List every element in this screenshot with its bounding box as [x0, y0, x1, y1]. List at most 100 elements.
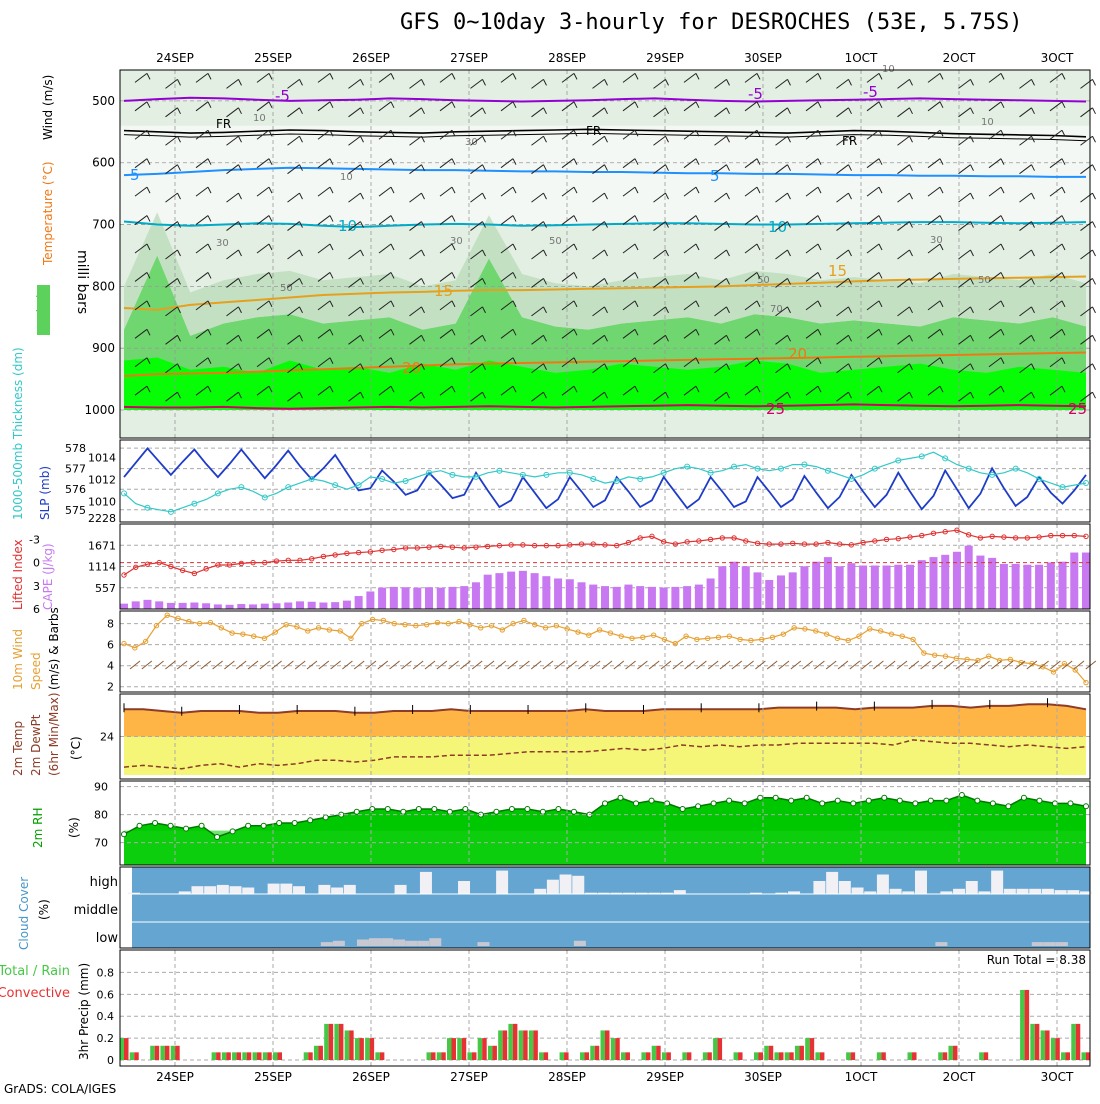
wind-barb-flag: [177, 335, 181, 342]
wind-barb-flag: [726, 306, 730, 314]
wind-barb-flag: [268, 73, 273, 80]
wind-barb-flag: [1031, 221, 1035, 228]
wind-barb: [958, 363, 971, 374]
wind-barb-flag: [970, 136, 974, 143]
wind-barb-flag: [909, 363, 913, 370]
wind-barb-flag: [665, 221, 669, 228]
wind-barb-flag: [604, 391, 608, 399]
cloud-high-bar: [953, 888, 966, 894]
wind-barb: [622, 243, 636, 254]
wind-barb-flag: [421, 221, 425, 228]
wind-barb-flag: [512, 130, 517, 137]
precip-total-bar: [641, 1052, 646, 1060]
cloud-high-bar: [216, 884, 229, 894]
wind-barb: [1019, 278, 1032, 288]
precip-axis-label: 3hr Precip (mm): [77, 963, 91, 1060]
wind-barb-flag: [207, 101, 212, 109]
wind-barb: [226, 135, 239, 146]
wind-barb-flag: [543, 278, 547, 285]
lifted-index-point: [484, 543, 491, 550]
wind-barb-flag: [329, 158, 334, 165]
cape-bar: [952, 551, 961, 609]
wind-barb-flag: [573, 101, 578, 109]
wind-speed-point: [402, 621, 408, 628]
wind-barb-flag: [695, 272, 700, 279]
wind-barb: [165, 221, 178, 231]
surface-wind-barb: [342, 660, 353, 670]
wind-barb: [744, 272, 758, 282]
wind-speed-point: [575, 629, 581, 635]
wind-speed-point: [1050, 669, 1057, 675]
lifted-index-point: [930, 530, 937, 536]
cloud-low-bar: [935, 942, 948, 946]
precip-total-bar: [313, 1045, 319, 1060]
wind-barb-flag: [390, 385, 395, 393]
cape-bar: [213, 604, 222, 609]
wind-barb-flag: [543, 79, 547, 86]
isotherm-10: [123, 220, 1087, 229]
wind-barb: [592, 107, 605, 118]
wind-barb-flag: [451, 215, 456, 222]
wind-barb-flag: [512, 215, 517, 222]
lifted-index-point: [1036, 534, 1042, 540]
lifted-index-point: [285, 557, 291, 564]
wind-barb-flag: [1031, 164, 1035, 171]
rh2m-point: [229, 828, 236, 835]
wind-barb-flag: [1031, 335, 1035, 342]
wind-barb-flag: [909, 221, 913, 228]
wind-barb: [683, 72, 697, 83]
lifted-index-point: [121, 572, 127, 578]
lifted-index-point: [825, 539, 831, 546]
wind-barb: [683, 385, 697, 396]
surface-wind-barb: [932, 660, 943, 670]
wind-barb: [866, 272, 880, 282]
temp-tick-label: 24: [100, 731, 114, 744]
wind-barb-flag: [299, 221, 303, 228]
wind-barb: [134, 72, 148, 83]
precip-convective-bar: [799, 1045, 804, 1060]
wind-barb-flag: [177, 107, 181, 115]
wind-barb: [561, 272, 575, 282]
wind-barb: [470, 334, 483, 345]
surface-wind-barb: [542, 660, 554, 670]
wind-barb-flag: [1031, 79, 1035, 86]
lifted-index-point: [977, 535, 984, 541]
wind-barb: [439, 186, 453, 197]
wind-barb-flag: [482, 164, 486, 171]
wind-speed-point: [207, 619, 214, 626]
wind-barb-flag: [268, 101, 273, 109]
wind-barb-flag: [909, 335, 913, 342]
surface-wind-barb: [212, 660, 223, 670]
surface-wind-barb: [743, 660, 754, 670]
wind-barb: [317, 72, 331, 83]
wind-speed-point: [877, 628, 884, 634]
lifted-index-point: [332, 552, 338, 558]
lifted-index-point: [907, 534, 913, 540]
wind-barb: [134, 385, 148, 396]
precip-total-bar: [1040, 1030, 1046, 1060]
wind-barb-flag: [1000, 272, 1005, 279]
precip-convective-bar: [881, 1052, 886, 1060]
precip-total-bar: [815, 1052, 820, 1060]
precip-total-bar: [487, 1045, 493, 1060]
wind-barb: [165, 192, 178, 203]
wind-barb: [1019, 249, 1032, 260]
wind-barb-flag: [939, 385, 944, 393]
rh2m-point: [710, 800, 717, 807]
precip-total-bar: [467, 1052, 472, 1060]
wind-barb: [531, 278, 544, 288]
wind-barb: [531, 334, 544, 345]
wind-barb: [775, 391, 788, 402]
precip-total-bar: [1071, 1023, 1076, 1060]
wind-barb: [927, 243, 941, 254]
precip-convective-bar: [461, 1038, 467, 1060]
precip-convective-bar: [369, 1038, 375, 1060]
wind-barb: [836, 164, 849, 175]
wind-barb: [561, 129, 575, 140]
lifted-index-point: [860, 539, 866, 546]
cape-bar: [483, 574, 492, 609]
wind-barb: [866, 385, 880, 396]
cloud-high-bar: [267, 883, 280, 894]
wind-barb: [287, 391, 300, 402]
